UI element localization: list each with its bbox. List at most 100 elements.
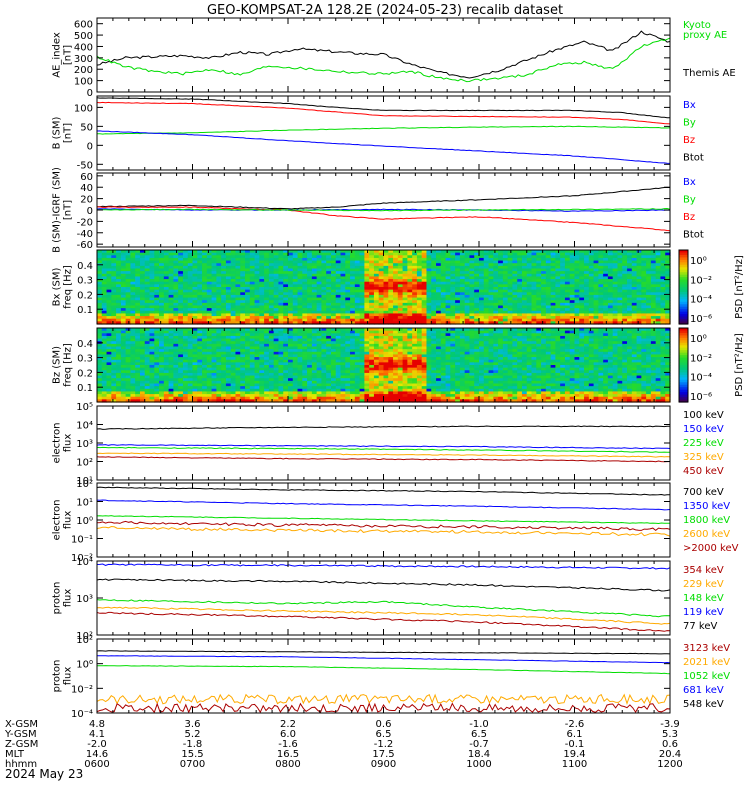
ephemeris-value: 6.0 xyxy=(280,729,296,740)
series-line-2 xyxy=(96,208,671,212)
series-line-3 xyxy=(96,606,671,625)
y-axis-label: proton xyxy=(52,582,63,615)
series-line-3 xyxy=(96,130,671,164)
series-line-3 xyxy=(96,693,671,705)
legend-label: 119 keV xyxy=(683,607,724,618)
ephemeris-value: -2.6 xyxy=(565,719,585,730)
legend: 100 keV 150 keV 225 keV 325 keV 450 keV xyxy=(683,410,724,477)
legend-label: >2000 keV xyxy=(683,543,739,554)
series-line-4 xyxy=(96,456,671,463)
y-tick-label: 0.3 xyxy=(77,354,93,365)
legend-label: 325 keV xyxy=(683,452,724,463)
panel-frame xyxy=(96,95,671,171)
legend: Bx By Bz Btot xyxy=(683,100,704,164)
y-tick-label: 10⁰ xyxy=(76,516,93,527)
y-tick-label: 10² xyxy=(76,635,93,646)
ephemeris-value: 18.4 xyxy=(468,749,490,760)
panel-7: 354 keV 229 keV 148 keV 119 keV 77 keV 10⁴ 10³… xyxy=(52,557,724,642)
series-line-3 xyxy=(96,207,671,212)
y-tick-label: 0.4 xyxy=(77,339,93,350)
heatmap-cells xyxy=(97,328,671,403)
ephemeris-value: 0.6 xyxy=(662,739,678,750)
y-axis-label: electron xyxy=(52,500,63,541)
y-axis-label: Bz (SM) xyxy=(52,346,63,384)
ephemeris-value: 0600 xyxy=(84,759,109,770)
y-tick-label: 20 xyxy=(80,195,93,206)
legend-label: 1052 keV xyxy=(683,671,730,682)
ephemeris-value: 4.1 xyxy=(89,729,105,740)
panel-frame xyxy=(96,405,671,481)
colorbar: 10⁰ 10⁻² 10⁻⁴ 10⁻⁶ PSD [nT²/Hz] xyxy=(678,249,745,325)
legend: Bx By Bz Btot xyxy=(683,177,704,241)
legend: 354 keV 229 keV 148 keV 119 keV 77 keV xyxy=(683,565,724,632)
series-line-2 xyxy=(96,515,670,525)
ephemeris-value: -0.7 xyxy=(469,739,489,750)
ephemeris-value: 5.2 xyxy=(185,729,201,740)
legend-label: By xyxy=(683,195,696,206)
panel-4: 10⁰ 10⁻² 10⁻⁴ 10⁻⁶ PSD [nT²/Hz] 0.4 0.3 0.2 0.1 B… xyxy=(52,327,745,403)
y-tick-label: 10⁻² xyxy=(71,684,93,695)
legend-label: 2600 keV xyxy=(683,529,730,540)
ephemeris-row-label: hhmm xyxy=(5,759,37,770)
series-line-3 xyxy=(96,520,671,532)
y-axis-label: freq [Hz] xyxy=(63,343,74,387)
y-tick-label: 0.1 xyxy=(77,383,93,394)
series-line-2 xyxy=(96,125,671,135)
ephemeris-value: 20.4 xyxy=(659,749,681,760)
y-axis-label: [nT] xyxy=(63,200,74,220)
y-tick-label: 10⁻⁴ xyxy=(71,709,93,720)
y-tick-label: 0 xyxy=(87,206,93,217)
legend: 700 keV 1350 keV 1800 keV 2600 keV >2000 keV xyxy=(683,487,739,554)
y-tick-label: 10² xyxy=(76,479,93,490)
y-axis-label: B (SM)-IGRF (SM) xyxy=(52,167,63,253)
y-axis-label: flux xyxy=(63,511,74,530)
ephemeris-value: 2.2 xyxy=(280,719,296,730)
colorbar-tick-label: 10⁻² xyxy=(690,353,712,364)
ephemeris-value: 19.4 xyxy=(563,749,585,760)
legend-label: 1800 keV xyxy=(683,515,730,526)
y-tick-label: 10⁻¹ xyxy=(71,535,93,546)
ephemeris-value: 6.5 xyxy=(471,729,487,740)
y-tick-label: -50 xyxy=(77,160,93,171)
y-tick-label: 100 xyxy=(74,103,93,114)
legend-label: Kyoto xyxy=(683,20,711,31)
series-line-1 xyxy=(97,206,671,232)
legend-label: Bx xyxy=(683,177,696,188)
y-tick-label: 10⁴ xyxy=(76,421,93,432)
series-line-1 xyxy=(96,578,671,592)
legend-label: Btot xyxy=(683,230,704,241)
legend-label: 1350 keV xyxy=(683,501,730,512)
series-line-2 xyxy=(96,599,671,618)
ephemeris-value: 15.5 xyxy=(181,749,203,760)
legend-label: 450 keV xyxy=(683,466,724,477)
ephemeris-value: 14.6 xyxy=(86,749,108,760)
legend-label: 229 keV xyxy=(683,579,724,590)
ephemeris-value: 17.5 xyxy=(372,749,394,760)
y-tick-label: 10⁵ xyxy=(76,402,93,413)
y-tick-label: 50 xyxy=(80,122,93,133)
series-line-0 xyxy=(96,425,670,430)
legend-label: Bz xyxy=(683,212,695,223)
y-tick-label: 0.3 xyxy=(77,276,93,287)
y-axis-label: Bx (SM) xyxy=(52,268,63,307)
y-axis: 10⁴ 10³ 10² proton flux xyxy=(52,557,671,642)
ephemeris-value: 6.5 xyxy=(376,729,392,740)
y-tick-label: -20 xyxy=(77,217,93,228)
y-tick-label: 10⁻² xyxy=(71,553,93,564)
colorbar-tick-label: 10⁻⁶ xyxy=(690,314,712,325)
series-line-0 xyxy=(96,186,671,210)
colorbar-tick-label: 10⁻⁶ xyxy=(690,392,712,403)
legend-label: Bz xyxy=(683,135,695,146)
y-axis: 100 50 0 -50 B (SM) [nT] xyxy=(52,96,671,171)
y-tick-label: 10³ xyxy=(76,594,93,605)
ephemeris-value: 0800 xyxy=(275,759,300,770)
ephemeris-value: -1.2 xyxy=(374,739,394,750)
colorbar-tick-label: 10⁻⁴ xyxy=(690,373,712,384)
y-tick-label: 600 xyxy=(74,20,93,31)
legend-label: Themis AE xyxy=(682,68,736,79)
